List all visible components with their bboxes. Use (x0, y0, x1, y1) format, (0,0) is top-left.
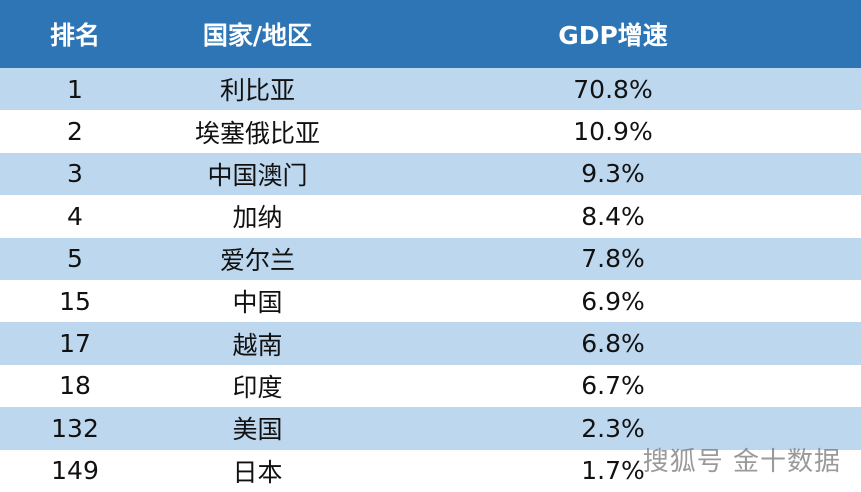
table-cell: 15 (0, 279, 150, 323)
table-cell: 1.7% (365, 449, 861, 492)
table-cell: 132 (0, 407, 150, 450)
table-row: 1 利比亚 70.8% (0, 68, 861, 111)
table-row: 2 埃塞俄比亚 10.9% (0, 110, 861, 153)
table-cell: 2 (0, 110, 150, 153)
table-body: 1 利比亚 70.8% 2 埃塞俄比亚 10.9% 3 中国澳门 9.3% 4 加纳 8.4% 5 爱尔兰… (0, 68, 861, 492)
table-cell: 8.4% (365, 195, 861, 238)
table-row: 15 中国 6.9% (0, 279, 861, 323)
table-cell: 中国 (150, 279, 365, 323)
header-row: 排名 国家/地区 GDP增速 (0, 0, 861, 68)
table-cell: 中国澳门 (150, 152, 365, 196)
table-row: 17 越南 6.8% (0, 322, 861, 365)
table-row: 149 日本 1.7% (0, 449, 861, 492)
table-cell: 7.8% (365, 237, 861, 280)
table-cell: 3 (0, 152, 150, 196)
table-cell: 美国 (150, 407, 365, 450)
table-cell: 6.7% (365, 364, 861, 408)
table-cell: 2.3% (365, 407, 861, 450)
table-cell: 149 (0, 449, 150, 492)
table-cell: 1 (0, 68, 150, 111)
table-row: 4 加纳 8.4% (0, 195, 861, 238)
table-cell: 印度 (150, 364, 365, 408)
table-cell: 6.9% (365, 279, 861, 323)
table-cell: 6.8% (365, 322, 861, 365)
table-cell: 17 (0, 322, 150, 365)
table-cell: 5 (0, 237, 150, 280)
table-row: 5 爱尔兰 7.8% (0, 237, 861, 280)
table-cell: 日本 (150, 449, 365, 492)
table-cell: 4 (0, 195, 150, 238)
header-cell: 排名 (0, 0, 150, 68)
watermark: 搜狐号 金十数据 (642, 447, 841, 477)
table-cell: 加纳 (150, 195, 365, 238)
table-cell: 越南 (150, 322, 365, 365)
table-row: 18 印度 6.7% (0, 364, 861, 408)
table-cell: 爱尔兰 (150, 237, 365, 280)
table-cell: 70.8% (365, 68, 861, 111)
table-row: 132 美国 2.3% (0, 407, 861, 450)
table-cell: 埃塞俄比亚 (150, 110, 365, 153)
table-cell: 18 (0, 364, 150, 408)
table-cell: 利比亚 (150, 68, 365, 111)
table-cell: 9.3% (365, 152, 861, 196)
table-cell: 10.9% (365, 110, 861, 153)
header-cell: GDP增速 (365, 0, 861, 68)
header-cell: 国家/地区 (150, 0, 365, 68)
table-row: 3 中国澳门 9.3% (0, 152, 861, 196)
